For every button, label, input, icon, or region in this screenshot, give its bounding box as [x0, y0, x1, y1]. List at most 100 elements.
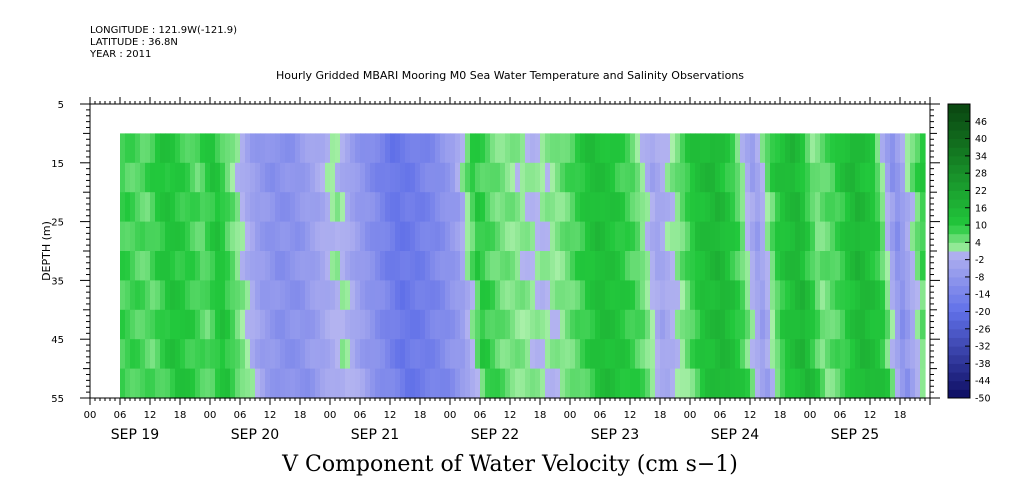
heatmap-cell — [530, 162, 536, 193]
heatmap-cell — [800, 251, 806, 281]
heatmap-cell — [225, 280, 231, 311]
heatmap-cell — [405, 339, 411, 370]
heatmap-cell — [475, 280, 481, 311]
heatmap-cell — [165, 280, 171, 311]
heatmap-cell — [510, 133, 516, 164]
heatmap-cell — [235, 221, 241, 252]
heatmap-cell — [270, 251, 276, 281]
heatmap-cell — [290, 192, 296, 223]
colorbar-swatch — [948, 302, 970, 313]
heatmap-cell — [780, 251, 786, 281]
heatmap-cell — [765, 368, 771, 399]
heatmap-cell — [880, 368, 886, 399]
heatmap-cell — [195, 251, 201, 281]
heatmap-cell — [665, 339, 671, 370]
heatmap-cell — [195, 309, 201, 340]
heatmap-cell — [535, 133, 541, 164]
heatmap-cell — [420, 133, 426, 164]
heatmap-cell — [710, 162, 716, 193]
heatmap-cell — [710, 221, 716, 252]
heatmap-cell — [795, 251, 801, 281]
heatmap-cell — [745, 162, 751, 193]
heatmap-cell — [455, 280, 461, 311]
heatmap-cell — [200, 133, 206, 164]
heatmap-cell — [845, 251, 851, 281]
heatmap-cell — [905, 192, 911, 223]
heatmap-cell — [910, 133, 916, 164]
heatmap-cell — [175, 368, 181, 399]
heatmap-cell — [685, 251, 691, 281]
heatmap-cell — [785, 133, 791, 164]
heatmap-cell — [615, 162, 621, 193]
heatmap-cell — [170, 133, 176, 164]
heatmap-cell — [510, 368, 516, 399]
heatmap-cell — [200, 162, 206, 193]
heatmap-cell — [350, 251, 356, 281]
heatmap-cell — [625, 192, 631, 223]
heatmap-cell — [655, 251, 661, 281]
heatmap-cell — [395, 133, 401, 164]
heatmap-cell — [355, 251, 361, 281]
colorbar-swatch — [948, 242, 970, 252]
heatmap-cell — [470, 221, 476, 252]
heatmap-cell — [365, 309, 371, 340]
heatmap-cell — [160, 192, 166, 223]
heatmap-cell — [810, 368, 816, 399]
heatmap-cell — [675, 251, 681, 281]
heatmap-cell — [735, 221, 741, 252]
heatmap-cell — [250, 251, 256, 281]
heatmap-cell — [820, 221, 826, 252]
heatmap-cell — [120, 280, 126, 311]
heatmap-cell — [450, 221, 456, 252]
heatmap-cell — [605, 280, 611, 311]
heatmap-cell — [660, 309, 666, 340]
heatmap-cell — [410, 339, 416, 370]
heatmap-cell — [210, 368, 216, 399]
heatmap-cell — [675, 221, 681, 252]
heatmap-cell — [625, 309, 631, 340]
heatmap-cell — [150, 339, 156, 370]
heatmap-cell — [335, 221, 341, 252]
heatmap-cell — [850, 133, 856, 164]
heatmap-cell — [345, 192, 351, 223]
heatmap-cell — [120, 368, 126, 399]
heatmap-cell — [650, 280, 656, 311]
heatmap-cell — [885, 309, 891, 340]
heatmap-cell — [825, 368, 831, 399]
heatmap-cell — [650, 221, 656, 252]
heatmap-cell — [565, 368, 571, 399]
heatmap-cell — [375, 133, 381, 164]
heatmap-cell — [195, 133, 201, 164]
heatmap-cell — [335, 339, 341, 370]
heatmap-cell — [390, 162, 396, 193]
heatmap-cell — [760, 280, 766, 311]
heatmap-cell — [510, 162, 516, 193]
heatmap-cell — [215, 251, 221, 281]
heatmap-cell — [770, 251, 776, 281]
heatmap-cell — [135, 309, 141, 340]
heatmap-cell — [345, 133, 351, 164]
heatmap-cell — [650, 368, 656, 399]
heatmap-cell — [655, 221, 661, 252]
heatmap-cell — [405, 192, 411, 223]
heatmap-cell — [445, 133, 451, 164]
heatmap-cell — [645, 162, 651, 193]
x-day-label: SEP 21 — [351, 427, 399, 443]
heatmap-cell — [215, 309, 221, 340]
heatmap-cell — [420, 280, 426, 311]
heatmap-cell — [400, 368, 406, 399]
heatmap-cell — [815, 309, 821, 340]
heatmap-cell — [415, 162, 421, 193]
heatmap-cell — [490, 251, 496, 281]
heatmap-cell — [705, 192, 711, 223]
heatmap-cell — [140, 162, 146, 193]
heatmap-cell — [440, 339, 446, 370]
heatmap-cell — [630, 309, 636, 340]
heatmap-cell — [225, 162, 231, 193]
heatmap-cell — [180, 162, 186, 193]
heatmap-cell — [675, 309, 681, 340]
heatmap-cell — [675, 192, 681, 223]
heatmap-cell — [735, 280, 741, 311]
x-hour-label: 18 — [654, 410, 667, 421]
heatmap-cell — [720, 221, 726, 252]
